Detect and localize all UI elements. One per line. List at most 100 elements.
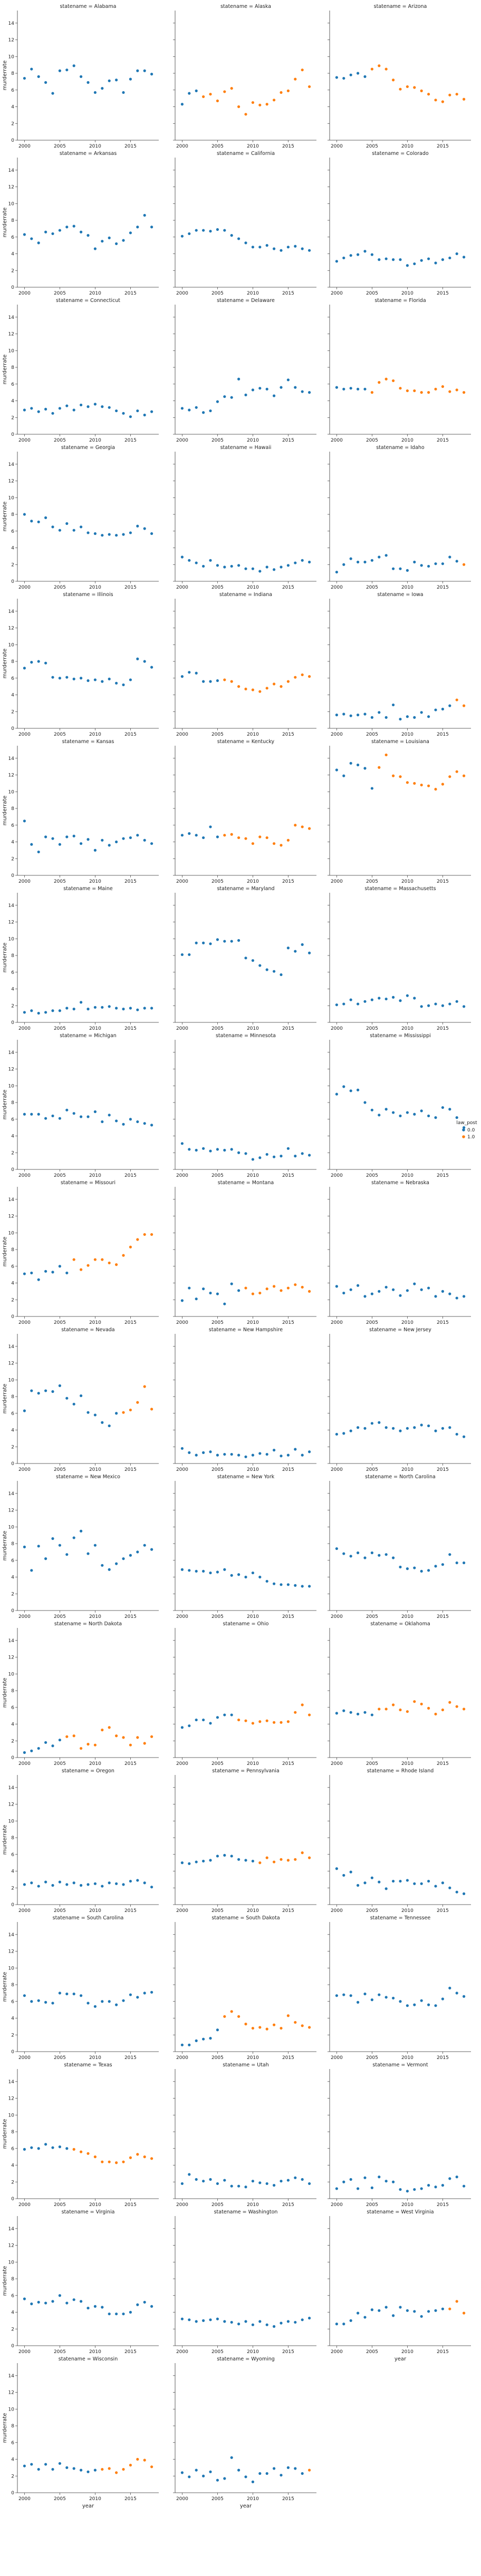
- data-point: [223, 1452, 226, 1456]
- data-point: [308, 85, 311, 89]
- panel-title: statename = Missouri: [61, 1180, 116, 1186]
- data-point: [448, 1108, 451, 1111]
- data-point: [378, 258, 381, 261]
- data-point: [258, 964, 262, 967]
- y-tick-label: 12: [8, 1067, 14, 1072]
- data-point: [399, 1879, 402, 1883]
- data-point: [427, 2310, 430, 2313]
- data-point: [65, 2147, 69, 2150]
- data-point: [434, 2309, 437, 2312]
- data-point: [286, 1453, 290, 1457]
- data-point: [188, 408, 191, 412]
- data-point: [357, 387, 360, 391]
- data-point: [294, 1448, 297, 1451]
- x-tick-label: 2000: [176, 879, 188, 884]
- data-point: [420, 1702, 423, 1706]
- data-point: [65, 835, 69, 838]
- x-tick-label: 2015: [282, 291, 294, 296]
- data-point: [80, 1268, 83, 1271]
- data-point: [237, 105, 240, 109]
- data-point: [427, 2003, 430, 2006]
- panel-title: statename = Illinois: [63, 592, 113, 598]
- x-tick-label: 2015: [437, 2349, 449, 2355]
- data-point: [427, 257, 430, 260]
- data-point: [363, 1101, 367, 1104]
- data-point: [357, 560, 360, 564]
- data-point: [406, 569, 409, 572]
- data-point: [202, 2319, 205, 2322]
- data-point: [115, 840, 118, 844]
- y-tick-label: 0: [11, 2197, 14, 2202]
- x-tick-label: 2005: [366, 291, 378, 296]
- x-tick-label: 2000: [176, 1761, 188, 1767]
- y-tick-label: 2: [11, 856, 14, 862]
- y-tick-label: 8: [11, 218, 14, 223]
- data-point: [265, 1579, 268, 1583]
- x-tick-label: 2015: [437, 2202, 449, 2208]
- data-point: [115, 534, 118, 537]
- data-point: [258, 1452, 262, 1455]
- data-point: [384, 753, 388, 757]
- panel-title: statename = South Carolina: [53, 1915, 124, 1921]
- x-tick-label: 2000: [331, 1173, 343, 1178]
- y-tick-label: 10: [8, 495, 15, 501]
- y-tick-label: 4: [11, 2163, 14, 2169]
- data-point: [258, 1156, 262, 1159]
- data-point: [357, 2187, 360, 2190]
- data-point: [136, 1736, 139, 1739]
- x-tick-label: 2015: [282, 1173, 294, 1178]
- x-tick-label: 2015: [124, 1320, 137, 1325]
- data-point: [420, 564, 423, 567]
- data-point: [258, 103, 262, 106]
- x-tick-label: 2000: [18, 1173, 31, 1178]
- data-point: [335, 260, 339, 263]
- data-point: [129, 1743, 132, 1746]
- x-tick-label: 2000: [18, 144, 31, 149]
- y-tick-label: 4: [11, 1281, 14, 1286]
- data-point: [44, 1117, 47, 1120]
- data-point: [58, 1117, 61, 1120]
- data-point: [363, 1000, 367, 1003]
- data-point: [143, 2155, 146, 2159]
- data-point: [150, 410, 153, 413]
- data-point: [441, 1290, 445, 1293]
- data-point: [108, 844, 111, 847]
- x-tick-label: 2010: [89, 879, 101, 884]
- y-tick-label: 14: [8, 2374, 15, 2379]
- x-tick-label: 2015: [282, 585, 294, 590]
- data-point: [80, 1115, 83, 1118]
- data-point: [150, 2465, 153, 2468]
- data-point: [406, 1879, 409, 1882]
- data-point: [301, 1453, 304, 1457]
- data-point: [51, 676, 54, 679]
- data-point: [420, 259, 423, 262]
- data-point: [143, 2300, 146, 2304]
- data-point: [136, 1401, 139, 1404]
- data-point: [441, 1563, 445, 1566]
- y-tick-label: 0: [11, 1461, 14, 1467]
- data-point: [143, 1007, 146, 1010]
- data-point: [370, 1713, 374, 1716]
- y-tick-label: 14: [8, 1785, 15, 1791]
- data-point: [420, 711, 423, 714]
- x-tick-label: 2015: [437, 1026, 449, 1031]
- data-point: [230, 833, 233, 836]
- panel-title: statename = Connecticut: [56, 298, 120, 304]
- data-point: [434, 562, 437, 565]
- x-tick-label: 2000: [18, 1908, 31, 1914]
- x-tick-label: 2010: [247, 1614, 259, 1619]
- data-point: [230, 1574, 233, 1577]
- data-point: [378, 1554, 381, 1557]
- x-tick-label: 2000: [18, 732, 31, 737]
- data-point: [349, 557, 352, 560]
- data-point: [427, 1424, 430, 1428]
- data-point: [129, 1554, 132, 1557]
- data-point: [301, 2318, 304, 2321]
- x-tick-label: 2015: [124, 1026, 137, 1031]
- data-point: [463, 1295, 466, 1298]
- x-tick-label: 2000: [176, 1908, 188, 1914]
- x-tick-label: 2005: [211, 144, 224, 149]
- data-point: [30, 1389, 33, 1392]
- data-point: [258, 2181, 262, 2184]
- data-point: [427, 564, 430, 568]
